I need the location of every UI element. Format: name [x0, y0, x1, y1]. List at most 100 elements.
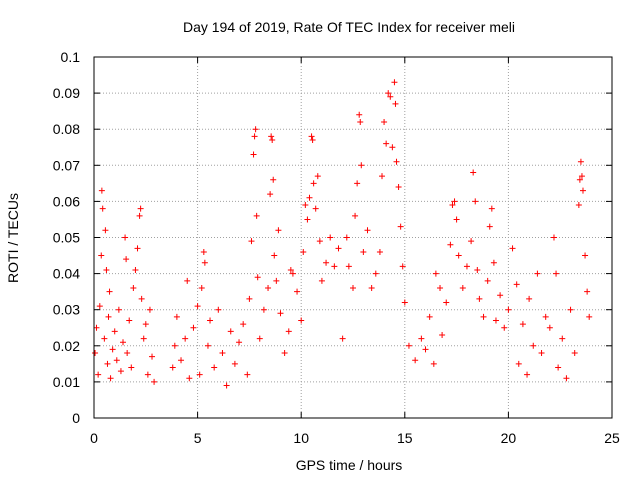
data-points [92, 79, 593, 389]
data-point [137, 205, 144, 212]
data-point [542, 313, 549, 320]
data-point [360, 248, 367, 255]
data-point [244, 371, 251, 378]
data-point [553, 270, 560, 277]
data-point [200, 248, 207, 255]
data-point [248, 238, 255, 245]
data-point [437, 285, 444, 292]
grid-lines [94, 57, 612, 418]
data-point [120, 339, 127, 346]
data-point [267, 191, 274, 198]
data-point [486, 223, 493, 230]
data-point [275, 227, 282, 234]
y-tick-label: 0.08 [53, 121, 80, 137]
data-point [318, 277, 325, 284]
data-point [98, 187, 105, 194]
data-point [273, 277, 280, 284]
data-point [524, 371, 531, 378]
data-point [256, 335, 263, 342]
data-point [144, 371, 151, 378]
data-point [240, 321, 247, 328]
data-point [252, 126, 259, 133]
data-point [281, 350, 288, 357]
data-point [151, 378, 158, 385]
data-point [357, 118, 364, 125]
data-point [300, 248, 307, 255]
data-point [501, 324, 508, 331]
data-point [289, 270, 296, 277]
data-point [468, 238, 475, 245]
data-point [563, 375, 570, 382]
data-point [198, 285, 205, 292]
data-point [345, 263, 352, 270]
data-point [111, 328, 118, 335]
data-point [96, 303, 103, 310]
data-point [426, 313, 433, 320]
data-point [515, 360, 522, 367]
data-point [308, 133, 315, 140]
data-point [526, 295, 533, 302]
data-point [492, 317, 499, 324]
data-point [211, 364, 218, 371]
data-point [354, 180, 361, 187]
chart-title: Day 194 of 2019, Rate Of TEC Index for r… [183, 19, 515, 35]
x-tick-label: 20 [501, 430, 517, 446]
axis-ticks: 0 5 10 15 20 25 0 0.01 0.02 0.03 0.04 0.05 0.06 0.07 0… [53, 49, 620, 446]
data-point [339, 335, 346, 342]
y-tick-label: 0.02 [53, 338, 80, 354]
y-tick-label: 0.09 [53, 85, 80, 101]
data-point [302, 202, 309, 209]
data-point [387, 93, 394, 100]
data-point [104, 360, 111, 367]
data-point [306, 194, 313, 201]
data-point [327, 234, 334, 241]
y-tick-label: 0.04 [53, 266, 80, 282]
data-point [391, 79, 398, 86]
data-point [393, 158, 400, 165]
data-point [395, 183, 402, 190]
data-point [559, 335, 566, 342]
data-point [443, 299, 450, 306]
data-point [298, 317, 305, 324]
data-point [309, 137, 316, 144]
data-point [451, 198, 458, 205]
x-axis-label: GPS time / hours [296, 457, 403, 473]
x-tick-label: 10 [293, 430, 309, 446]
data-point [372, 270, 379, 277]
data-point [117, 368, 124, 375]
data-point [149, 353, 156, 360]
data-point [484, 277, 491, 284]
data-point [231, 360, 238, 367]
data-point [250, 151, 257, 158]
data-point [314, 173, 321, 180]
data-point [364, 227, 371, 234]
data-point [343, 234, 350, 241]
data-point [122, 234, 129, 241]
data-point [323, 259, 330, 266]
data-point [356, 111, 363, 118]
data-point [124, 350, 131, 357]
data-point [107, 375, 114, 382]
data-point [459, 285, 466, 292]
data-point [513, 281, 520, 288]
data-point [376, 248, 383, 255]
data-point [497, 292, 504, 299]
data-point [453, 216, 460, 223]
data-point [399, 263, 406, 270]
data-point [171, 342, 178, 349]
data-point [138, 295, 145, 302]
data-point [132, 266, 139, 273]
data-point [505, 306, 512, 313]
data-point [190, 324, 197, 331]
data-point [196, 371, 203, 378]
x-tick-label: 0 [90, 430, 98, 446]
data-point [586, 313, 593, 320]
y-tick-label: 0 [72, 410, 80, 426]
data-point [304, 216, 311, 223]
data-point [146, 306, 153, 313]
y-tick-label: 0.1 [61, 49, 81, 65]
data-point [447, 241, 454, 248]
data-point [335, 245, 342, 252]
data-point [173, 313, 180, 320]
data-point [178, 357, 185, 364]
